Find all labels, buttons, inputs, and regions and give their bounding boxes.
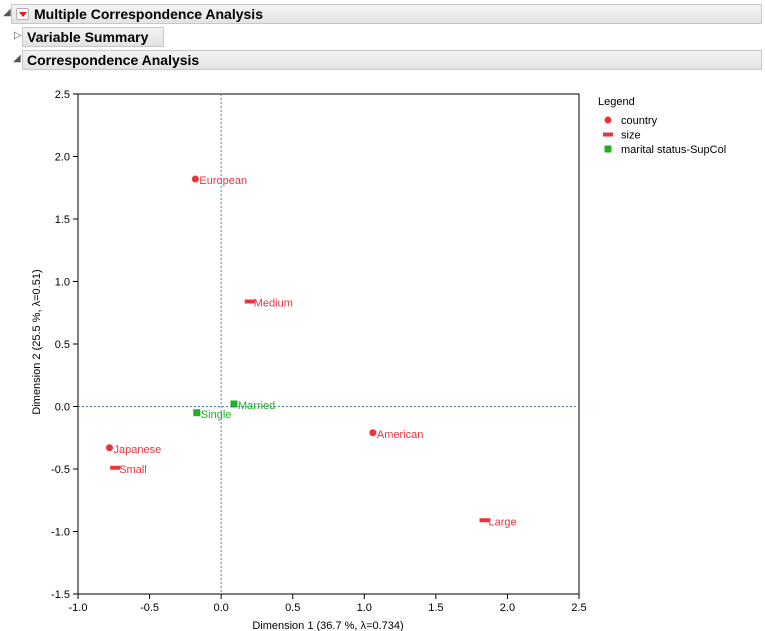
x-tick-label: 2.0 xyxy=(500,602,515,614)
y-tick-label: -1.5 xyxy=(51,589,70,601)
mca-title: Multiple Correspondence Analysis xyxy=(34,6,263,22)
legend-item-label: size xyxy=(621,130,641,142)
x-tick-label: 2.5 xyxy=(571,602,586,614)
point-label-japanese: Japanese xyxy=(113,444,161,456)
y-tick-label: -1.0 xyxy=(51,527,70,539)
y-tick-label: 1.0 xyxy=(55,277,70,289)
data-points: European American Japanese Medium Small Large… xyxy=(105,175,517,528)
variable-summary-expand-icon[interactable]: ▷ xyxy=(14,30,22,41)
point-label-european: European xyxy=(199,175,247,187)
y-tick-label: 0.5 xyxy=(55,339,70,351)
point-label-single: Single xyxy=(201,409,232,421)
mca-collapse-icon[interactable]: ◢ xyxy=(3,7,11,18)
ca-title: Correspondence Analysis xyxy=(27,52,200,68)
y-axis-ticks: -1.5 -1.0 -0.5 0.0 0.5 1.0 1.5 2.0 2.5 xyxy=(51,89,78,601)
x-tick-label: -1.0 xyxy=(69,602,88,614)
variable-summary-title: Variable Summary xyxy=(27,29,149,45)
x-tick-label: 1.0 xyxy=(357,602,372,614)
x-tick-label: -0.5 xyxy=(140,602,159,614)
point-label-small: Small xyxy=(119,464,147,476)
point-label-married: Married xyxy=(238,400,275,412)
ca-collapse-icon[interactable]: ◢ xyxy=(13,53,21,64)
reference-lines xyxy=(78,94,579,594)
legend-marker-1 xyxy=(603,132,613,137)
point-marker-large xyxy=(479,518,490,523)
y-tick-label: 2.5 xyxy=(55,89,70,101)
y-tick-label: 0.0 xyxy=(55,402,70,414)
point-label-large: Large xyxy=(489,516,517,528)
legend-item-label: marital status-SupCol xyxy=(621,144,726,156)
legend-item-label: country xyxy=(621,115,658,127)
point-marker-single xyxy=(193,409,201,417)
mca-outline-header[interactable]: Multiple Correspondence Analysis xyxy=(11,4,762,24)
x-tick-label: 1.5 xyxy=(428,602,443,614)
red-triangle-menu-icon[interactable] xyxy=(16,8,29,20)
point-marker-american xyxy=(369,429,377,437)
x-axis-label: Dimension 1 (36.7 %, λ=0.734) xyxy=(252,620,403,631)
point-label-american: American xyxy=(377,429,423,441)
x-tick-label: 0.5 xyxy=(285,602,300,614)
legend: Legend country size marital status-SupCol xyxy=(598,96,726,156)
plot-frame xyxy=(77,93,580,595)
y-tick-label: 2.0 xyxy=(55,152,70,164)
x-axis-ticks: -1.0 -0.5 0.0 0.5 1.0 1.5 2.0 2.5 xyxy=(69,594,587,614)
point-marker-european xyxy=(191,175,199,183)
y-tick-label: -0.5 xyxy=(51,464,70,476)
point-label-medium: Medium xyxy=(254,298,293,310)
legend-marker-2 xyxy=(604,145,612,153)
legend-title: Legend xyxy=(598,96,635,108)
point-marker-japanese xyxy=(105,444,113,452)
point-marker-small xyxy=(110,465,121,470)
ca-outline-header[interactable]: Correspondence Analysis xyxy=(22,50,762,70)
point-marker-medium xyxy=(244,299,255,304)
variable-summary-header[interactable]: Variable Summary xyxy=(22,27,164,47)
y-axis-label: Dimension 2 (25.5 %, λ=0.51) xyxy=(31,269,43,414)
point-marker-married xyxy=(230,400,238,408)
x-tick-label: 0.0 xyxy=(213,602,228,614)
y-tick-label: 1.5 xyxy=(55,214,70,226)
legend-marker-0 xyxy=(604,116,612,124)
